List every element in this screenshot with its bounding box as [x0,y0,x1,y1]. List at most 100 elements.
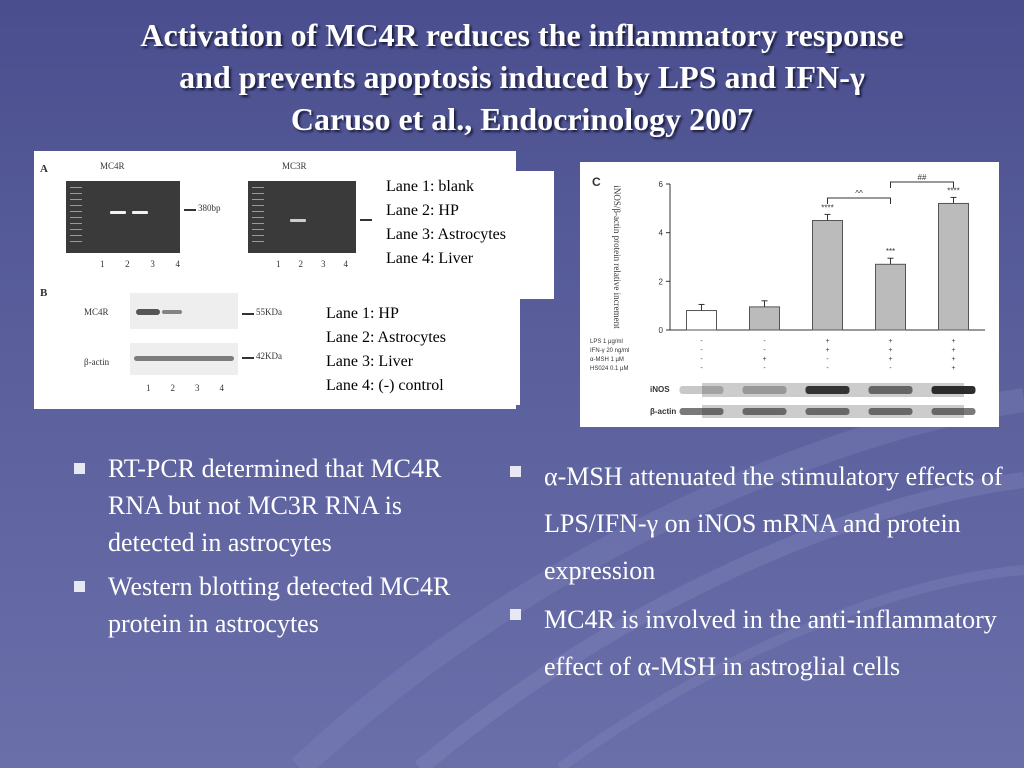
wb-band [162,310,182,314]
gel-mc4r [66,181,180,253]
lane-number: 1 [146,383,151,393]
title-line-1: Activation of MC4R reduces the inflammat… [140,17,904,53]
condition-mark: + [951,347,955,354]
data-label: **** [821,203,833,212]
legend-line: Lane 4: (-) control [326,377,444,394]
lane-number: 2 [298,259,304,269]
y-tick-label: 6 [659,180,664,189]
gel-band [132,211,148,214]
blot-band [931,408,976,415]
y-tick-label: 0 [659,326,664,335]
y-axis-label: iNOS/β-actin protein relative increment [612,185,622,329]
chart-panel-label: C [592,175,601,189]
lane-number: 1 [276,259,281,269]
condition-mark: + [951,356,955,363]
blot-band [742,386,787,394]
blot-band [931,386,976,394]
bullets-right: α-MSH attenuated the stimulatory effects… [508,453,1008,690]
condition-mark: + [888,347,892,354]
gel-band [110,211,126,214]
panel-a-label: A [40,163,48,175]
gel1-label: MC4R [100,161,125,171]
condition-mark: - [889,365,892,372]
bar [812,220,843,331]
title-line-3: Caruso et al., Endocrinology 2007 [290,101,754,137]
blot-band [805,408,850,415]
condition-mark: + [888,356,892,363]
blot-band [742,408,787,415]
legend-line: Lane 4: Liver [386,250,474,267]
wb-band [134,356,234,361]
legend-western-lanes: Lane 1: HP Lane 2: Astrocytes Lane 3: Li… [318,299,520,405]
bar [875,263,906,331]
condition-label: HS024 0.1 µM [590,366,628,372]
blot-label-inos: iNOS [650,385,670,394]
wb-lane-numbers: 1 2 3 4 [146,383,224,393]
condition-mark: + [951,365,955,372]
wb-row2-label: β-actin [84,357,110,367]
condition-mark: - [763,365,766,372]
lane-number: 2 [125,259,130,269]
legend-line: Lane 1: HP [326,305,399,322]
gel-ladder [70,187,82,247]
gel-ladder [252,187,264,247]
gel1-lane-numbers: 1 2 3 4 [100,259,180,269]
gel-band [290,219,306,222]
bullet-item: α-MSH attenuated the stimulatory effects… [508,453,1008,594]
bar [749,306,780,331]
slide-title: Activation of MC4R reduces the inflammat… [20,14,1024,140]
bullet-item: RT-PCR determined that MC4R RNA but not … [72,450,472,561]
wb-row1-marker [242,313,254,315]
blot-band [868,386,913,394]
blot-band [805,386,850,394]
legend-line: Lane 3: Liver [326,353,414,370]
lane-number: 4 [175,259,180,269]
condition-mark: + [951,338,955,345]
gel2-lane-numbers: 1 2 3 4 [276,259,348,269]
lane-number: 4 [343,259,349,269]
bracket-label: ^^ [855,189,863,198]
legend-rt-pcr-lanes: Lane 1: blank Lane 2: HP Lane 3: Astrocy… [378,171,554,299]
y-tick-label: 4 [659,229,664,238]
wb-row2-marker [242,357,254,359]
condition-mark: - [763,347,766,354]
wb-actin-blot [130,343,238,375]
blot-label-actin: β-actin [650,407,676,416]
condition-mark: - [700,365,703,372]
gel1-size-marker [184,209,196,211]
legend-line: Lane 2: HP [386,202,459,219]
condition-label: LPS 1 µg/ml [590,339,623,345]
blot-band [868,408,913,415]
condition-mark: - [700,347,703,354]
data-label: **** [947,186,959,195]
data-label: *** [886,247,895,256]
lane-number: 3 [150,259,155,269]
condition-mark: + [825,338,829,345]
condition-mark: + [825,347,829,354]
legend-line: Lane 2: Astrocytes [326,329,446,346]
condition-mark: - [763,338,766,345]
bracket-label: ## [918,173,927,182]
wb-band [136,309,160,315]
significance-bracket [827,197,891,204]
bullet-item: Western blotting detected MC4R protein i… [72,568,472,642]
gel2-size-marker [360,219,372,221]
blot-band [679,386,724,394]
title-line-2: and prevents apoptosis induced by LPS an… [179,59,865,95]
wb-row1-label: MC4R [84,307,109,317]
significance-bracket [890,181,954,188]
bar [938,202,969,331]
condition-mark: + [762,356,766,363]
gel2-label: MC3R [282,161,307,171]
condition-label: IFN-γ 20 ng/ml [590,348,629,354]
bullets-left: RT-PCR determined that MC4R RNA but not … [72,450,472,642]
bullet-item: MC4R is involved in the anti-inflammator… [508,596,1008,690]
lane-number: 3 [321,259,326,269]
bar [686,310,717,331]
bullet-text: α-MSH attenuated the stimulatory effects… [544,462,1003,585]
blot-band [679,408,724,415]
condition-mark: - [700,338,703,345]
lane-number: 4 [219,383,225,393]
